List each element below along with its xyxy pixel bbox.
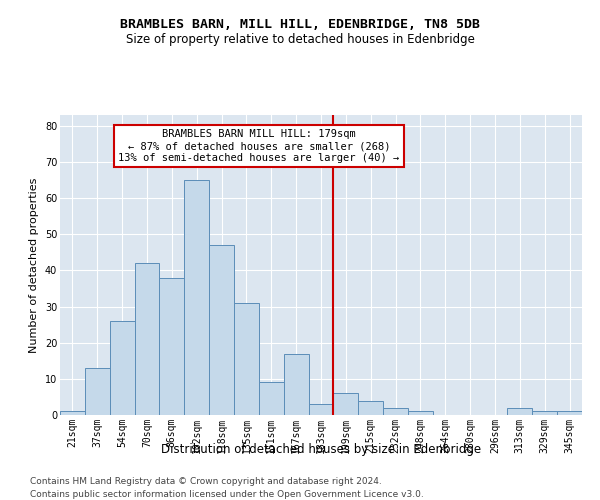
Bar bbox=[134, 263, 160, 415]
Bar bbox=[160, 278, 184, 415]
Bar bbox=[334, 394, 358, 415]
Text: BRAMBLES BARN, MILL HILL, EDENBRIDGE, TN8 5DB: BRAMBLES BARN, MILL HILL, EDENBRIDGE, TN… bbox=[120, 18, 480, 30]
Text: Contains HM Land Registry data © Crown copyright and database right 2024.: Contains HM Land Registry data © Crown c… bbox=[30, 478, 382, 486]
Text: Size of property relative to detached houses in Edenbridge: Size of property relative to detached ho… bbox=[125, 32, 475, 46]
Bar bbox=[60, 412, 85, 415]
Bar bbox=[234, 303, 259, 415]
Bar bbox=[383, 408, 408, 415]
Bar bbox=[85, 368, 110, 415]
Y-axis label: Number of detached properties: Number of detached properties bbox=[29, 178, 39, 352]
Text: Contains public sector information licensed under the Open Government Licence v3: Contains public sector information licen… bbox=[30, 490, 424, 499]
Bar bbox=[209, 245, 234, 415]
Bar bbox=[408, 412, 433, 415]
Bar bbox=[284, 354, 308, 415]
Bar bbox=[358, 400, 383, 415]
Bar bbox=[184, 180, 209, 415]
Text: BRAMBLES BARN MILL HILL: 179sqm
← 87% of detached houses are smaller (268)
13% o: BRAMBLES BARN MILL HILL: 179sqm ← 87% of… bbox=[118, 130, 400, 162]
Bar bbox=[557, 412, 582, 415]
Bar bbox=[532, 412, 557, 415]
Bar bbox=[110, 321, 134, 415]
Bar bbox=[508, 408, 532, 415]
Bar bbox=[308, 404, 334, 415]
Bar bbox=[259, 382, 284, 415]
Text: Distribution of detached houses by size in Edenbridge: Distribution of detached houses by size … bbox=[161, 442, 481, 456]
